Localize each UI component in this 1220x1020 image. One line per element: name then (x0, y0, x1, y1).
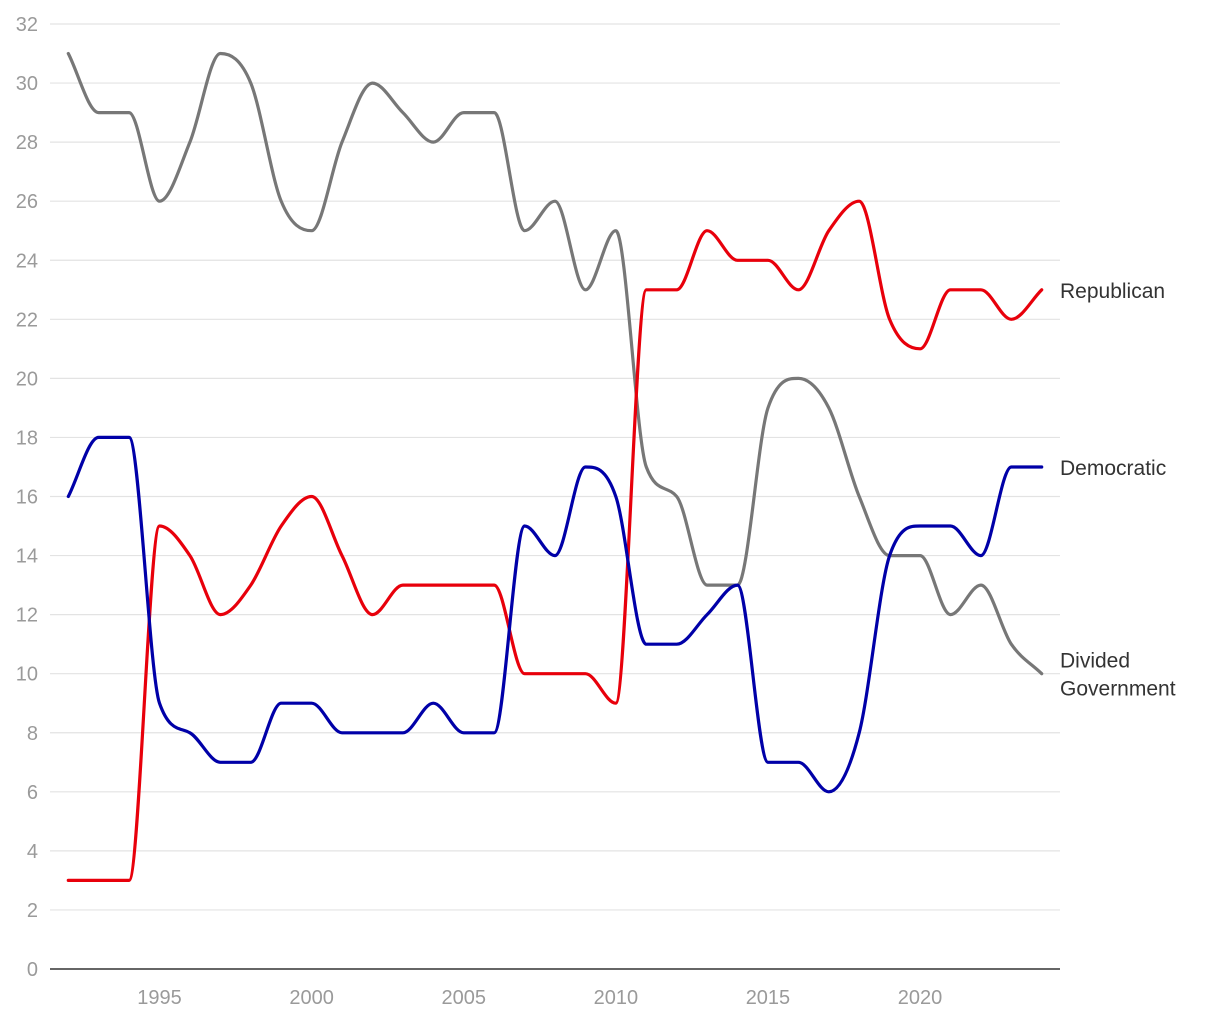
x-tick-label: 2020 (898, 987, 943, 1009)
y-tick-label: 12 (16, 605, 38, 627)
series-line-republican (66, 199, 1044, 883)
y-tick-label: 20 (16, 368, 38, 390)
x-tick-label: 2010 (594, 987, 639, 1009)
y-tick-label: 14 (16, 546, 38, 568)
series-lines (66, 51, 1044, 883)
x-axis-tick-labels: 1995 2000 2005 2010 2015 2020 (137, 987, 942, 1009)
y-tick-label: 10 (16, 664, 38, 686)
y-tick-label: 32 (16, 14, 38, 36)
x-tick-label: 2015 (746, 987, 791, 1009)
y-tick-label: 6 (27, 782, 38, 804)
y-tick-label: 4 (27, 841, 38, 863)
y-tick-label: 0 (27, 959, 38, 981)
y-tick-label: 24 (16, 250, 38, 272)
y-tick-label: 18 (16, 427, 38, 449)
grid-lines (50, 23, 1060, 911)
y-tick-label: 30 (16, 73, 38, 95)
y-tick-label: 22 (16, 309, 38, 331)
y-tick-label: 28 (16, 132, 38, 154)
series-line-divided-government (66, 51, 1044, 676)
series-line-democratic (66, 435, 1044, 794)
series-label-divided-government: Divided (1060, 650, 1130, 673)
x-tick-label: 2000 (289, 987, 334, 1009)
y-tick-label: 8 (27, 723, 38, 745)
series-label-republican: Republican (1060, 280, 1165, 303)
x-tick-label: 1995 (137, 987, 182, 1009)
series-label-democratic: Democratic (1060, 457, 1166, 480)
y-tick-label: 2 (27, 900, 38, 922)
series-label-divided-government: Government (1060, 678, 1176, 701)
series-labels: Divided Government Republican Democratic (1060, 280, 1176, 701)
y-tick-label: 16 (16, 487, 38, 509)
x-tick-label: 2005 (441, 987, 486, 1009)
y-tick-label: 26 (16, 191, 38, 213)
